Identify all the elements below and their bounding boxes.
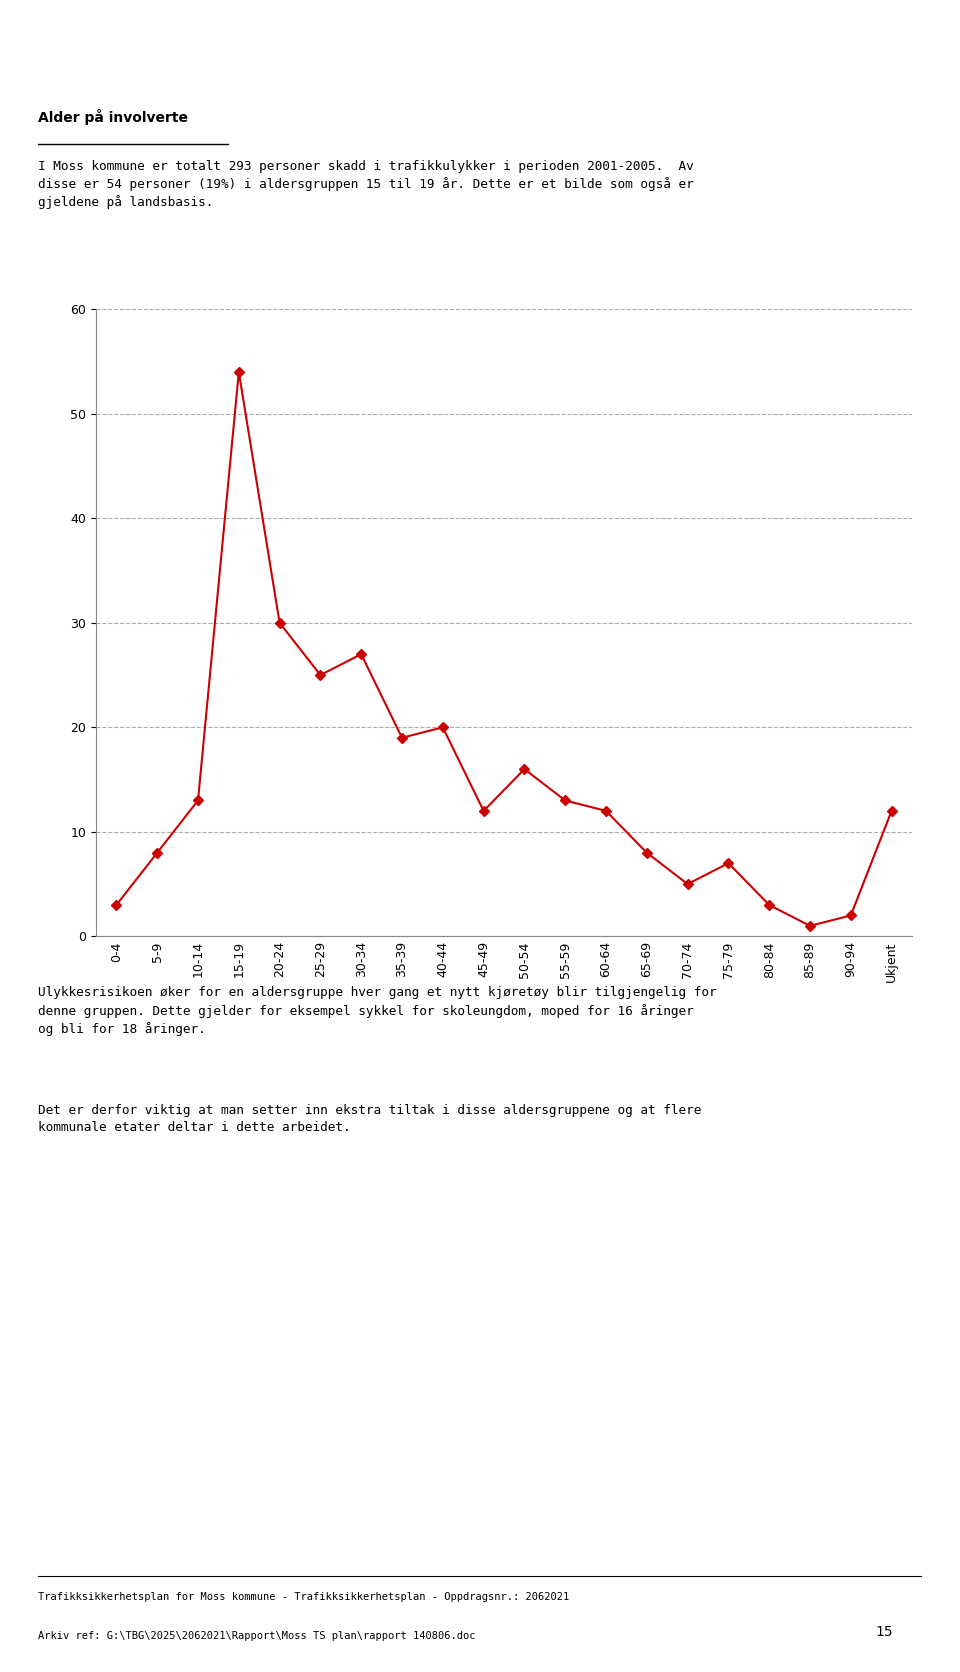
Text: Ulykkesrisikoen øker for en aldersgruppe hver gang et nytt kjøretøy blir tilgjen: Ulykkesrisikoen øker for en aldersgruppe… xyxy=(38,986,717,1037)
Text: Alder på involverte: Alder på involverte xyxy=(38,109,188,125)
Text: I Moss kommune er totalt 293 personer skadd i trafikkulykker i perioden 2001-200: I Moss kommune er totalt 293 personer sk… xyxy=(38,159,694,209)
Text: Antall skadde/drepte fordelt på alder i Moss kommune, 2001 - 2005: Antall skadde/drepte fordelt på alder i … xyxy=(190,318,770,334)
Text: RAMBØLL: RAMBØLL xyxy=(694,40,823,65)
Text: 15: 15 xyxy=(876,1625,893,1639)
Text: Det er derfor viktig at man setter inn ekstra tiltak i disse aldersgruppene og a: Det er derfor viktig at man setter inn e… xyxy=(38,1104,702,1134)
Text: Trafikksikkerhetsplan for Moss kommune - Trafikksikkerhetsplan - Oppdragsnr.: 20: Trafikksikkerhetsplan for Moss kommune -… xyxy=(38,1592,569,1602)
Text: Arkiv ref: G:\TBG\2025\2062021\Rapport\Moss TS plan\rapport 140806.doc: Arkiv ref: G:\TBG\2025\2062021\Rapport\M… xyxy=(38,1632,476,1640)
